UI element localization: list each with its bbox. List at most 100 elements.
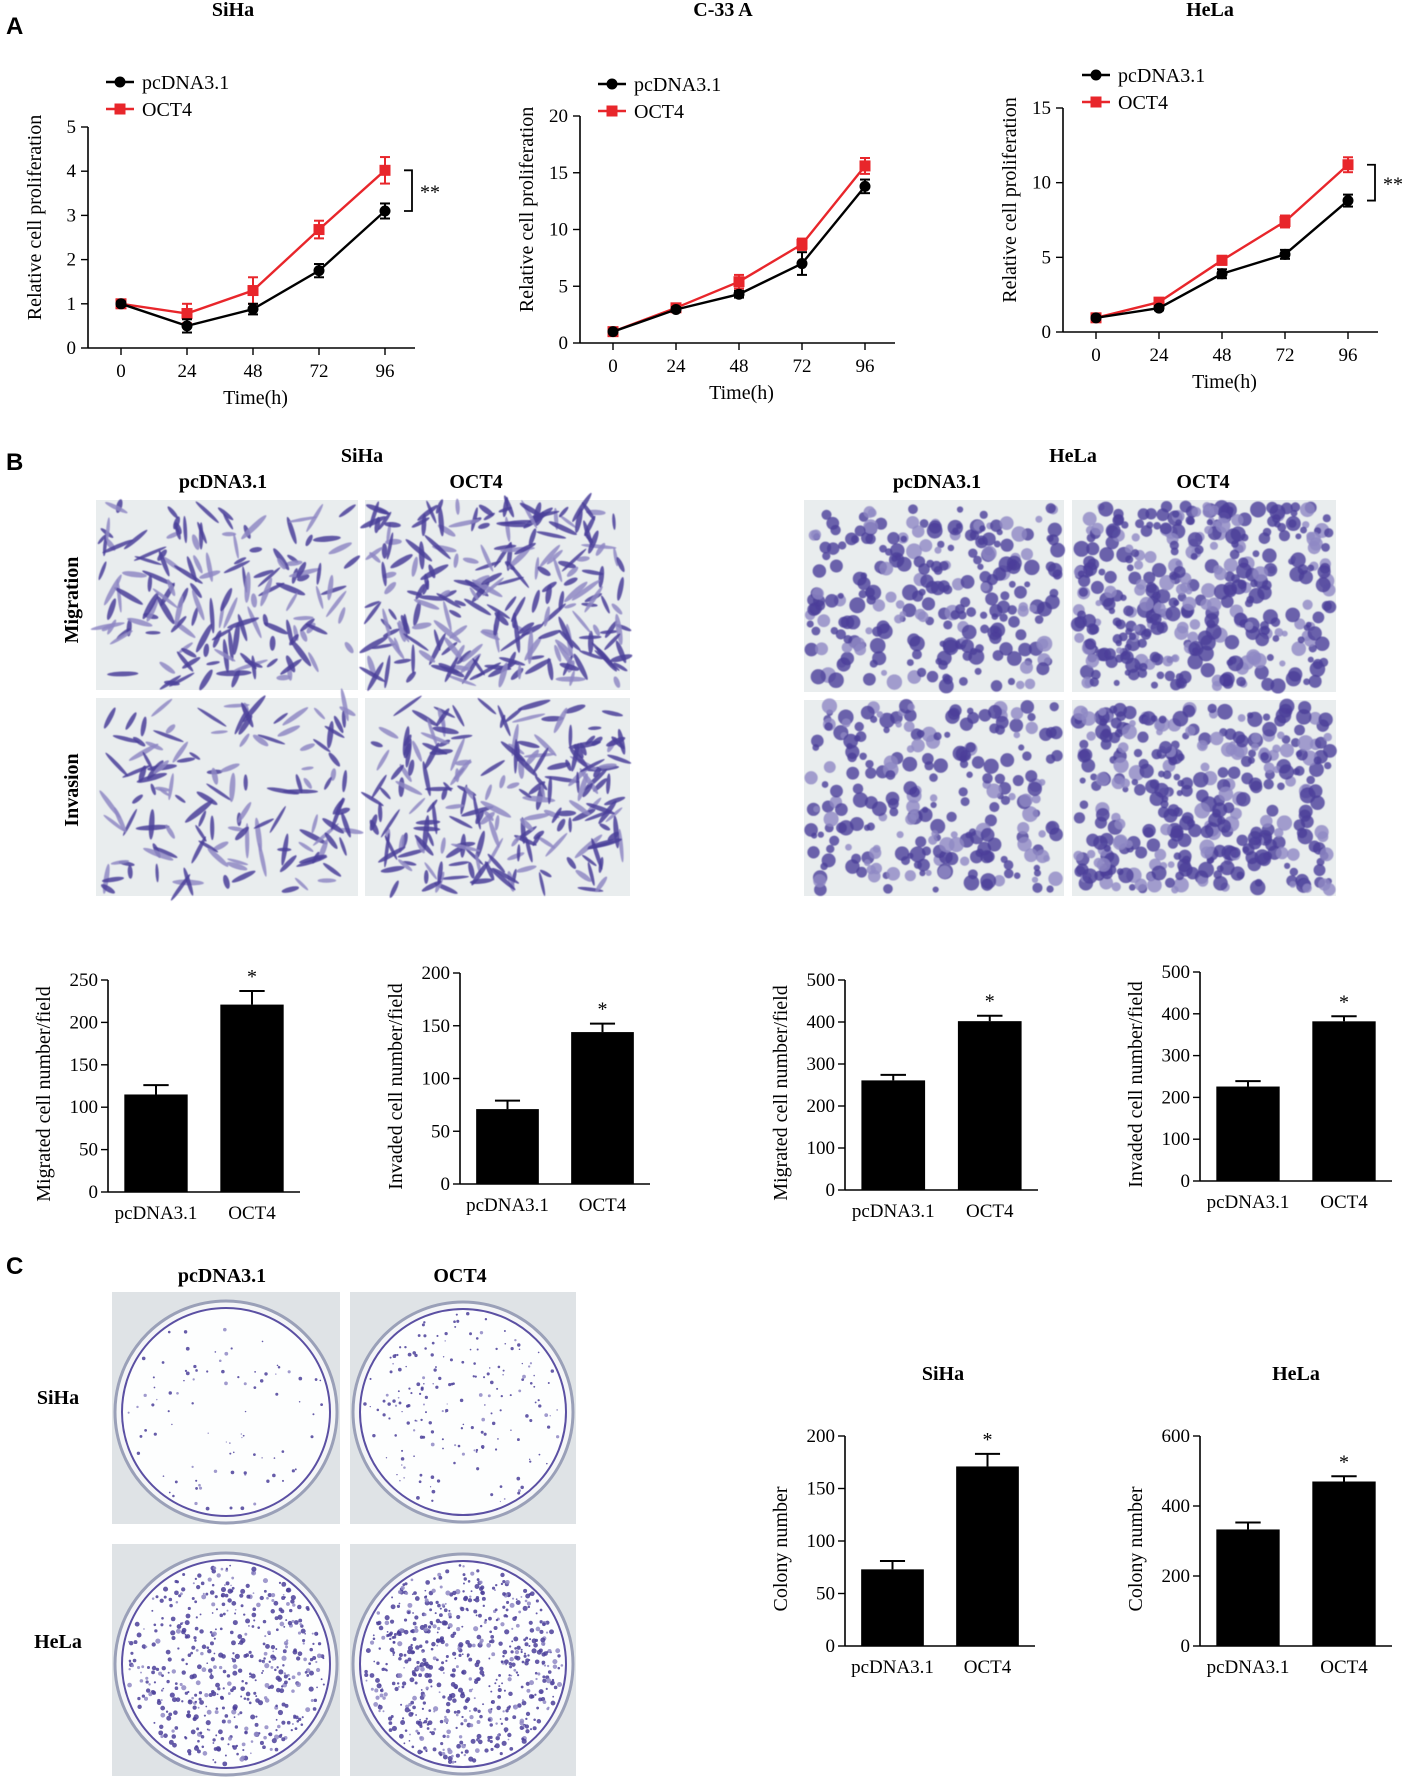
micrograph-tile [1070, 698, 1337, 896]
legend-label: pcDNA3.1 [1118, 65, 1205, 87]
stained-cell [807, 603, 821, 617]
colony-dot [544, 1413, 549, 1417]
stained-cell [945, 852, 959, 866]
colony-dot [137, 1696, 141, 1701]
stained-cell [919, 539, 933, 553]
colony-dot [533, 1642, 538, 1648]
colony-dot [174, 1480, 178, 1484]
colony-dot [143, 1628, 145, 1630]
stained-cell [1024, 848, 1038, 863]
stained-cell [288, 516, 317, 523]
stained-cell [450, 843, 481, 852]
colony-dot [447, 1759, 453, 1764]
stained-cell [1249, 879, 1266, 896]
stained-cell [1272, 514, 1281, 523]
stained-cell [1149, 613, 1162, 626]
colony-dot [294, 1468, 297, 1471]
stained-cell [1201, 583, 1216, 598]
colony-dot [482, 1604, 485, 1608]
data-point [1216, 254, 1228, 266]
stained-cell [1290, 552, 1306, 568]
colony-dot [166, 1715, 172, 1721]
colony-dot [217, 1687, 221, 1691]
stained-cell [493, 610, 500, 638]
stained-cell [506, 782, 520, 789]
stained-cell [1085, 654, 1100, 668]
stained-cell [876, 620, 890, 634]
colony-dot [516, 1438, 520, 1442]
stained-cell [1008, 580, 1016, 588]
colony-dot [179, 1592, 183, 1596]
significance-label: * [1339, 991, 1349, 1013]
stained-cell [167, 506, 179, 519]
stained-cell [127, 617, 153, 627]
stained-cell [142, 592, 159, 620]
colony-dot [245, 1618, 251, 1624]
stained-cell [475, 561, 501, 571]
colony-dot [246, 1697, 250, 1701]
y-tick-label: 250 [70, 970, 99, 991]
colony-dot [262, 1745, 266, 1750]
colony-dot [502, 1710, 505, 1713]
stained-cell [1308, 711, 1322, 725]
stained-cell [379, 787, 391, 800]
stained-cell [1250, 579, 1258, 588]
stained-cell [480, 544, 494, 572]
stained-cell [1309, 762, 1324, 777]
colony-dot [170, 1630, 176, 1636]
colony-dot [456, 1709, 461, 1714]
colony-dot [535, 1599, 539, 1603]
colony-dot [511, 1640, 514, 1643]
colony-dot [429, 1608, 433, 1612]
colony-dot [210, 1689, 215, 1694]
significance-label: ** [1383, 174, 1403, 196]
colony-dot [179, 1682, 183, 1686]
colony-dot [422, 1721, 425, 1724]
stained-cell [821, 781, 829, 788]
stained-cell [934, 546, 942, 554]
colony-dot [385, 1662, 388, 1666]
colony-dot [160, 1735, 164, 1739]
colony-dot [490, 1412, 493, 1415]
colony-dot [394, 1353, 397, 1357]
colony-dot [501, 1682, 504, 1685]
stained-cell [502, 496, 509, 518]
stained-cell [1302, 599, 1313, 610]
x-tick-label: 72 [310, 361, 329, 382]
colony-dot [298, 1376, 303, 1381]
stained-cell [1158, 715, 1167, 724]
stained-cell [1306, 531, 1315, 541]
colony-dot [316, 1686, 318, 1689]
colony-dot [407, 1611, 411, 1615]
stained-cell [572, 610, 592, 634]
stained-cell [1292, 768, 1300, 776]
stained-cell [865, 767, 877, 779]
stained-cell [1080, 664, 1094, 679]
colony-dot [442, 1748, 445, 1752]
colony-dot [414, 1353, 418, 1358]
stained-cell [382, 608, 391, 637]
chart-title: SiHa [922, 1363, 964, 1385]
stained-cell [383, 628, 400, 637]
colony-dot [427, 1625, 432, 1629]
stained-cell [388, 608, 397, 620]
y-tick-label: 100 [1162, 1129, 1191, 1150]
colony-dot [277, 1724, 281, 1729]
colony-dot [155, 1667, 160, 1672]
colony-dot [194, 1700, 198, 1703]
stained-cell [471, 861, 489, 886]
stained-cell [97, 534, 107, 545]
colony-dot [216, 1693, 219, 1696]
stained-cell [1134, 784, 1146, 796]
stained-cell [198, 522, 204, 550]
colony-dot [209, 1641, 214, 1646]
colony-dot [411, 1745, 415, 1749]
colony-dot [277, 1709, 284, 1716]
colony-dot [213, 1637, 216, 1640]
colony-dot [556, 1435, 560, 1439]
colony-dot [529, 1460, 532, 1463]
legend-marker [1090, 96, 1102, 108]
colony-dot [415, 1720, 420, 1725]
colony-dot [452, 1631, 457, 1636]
colony-dot [232, 1620, 238, 1626]
